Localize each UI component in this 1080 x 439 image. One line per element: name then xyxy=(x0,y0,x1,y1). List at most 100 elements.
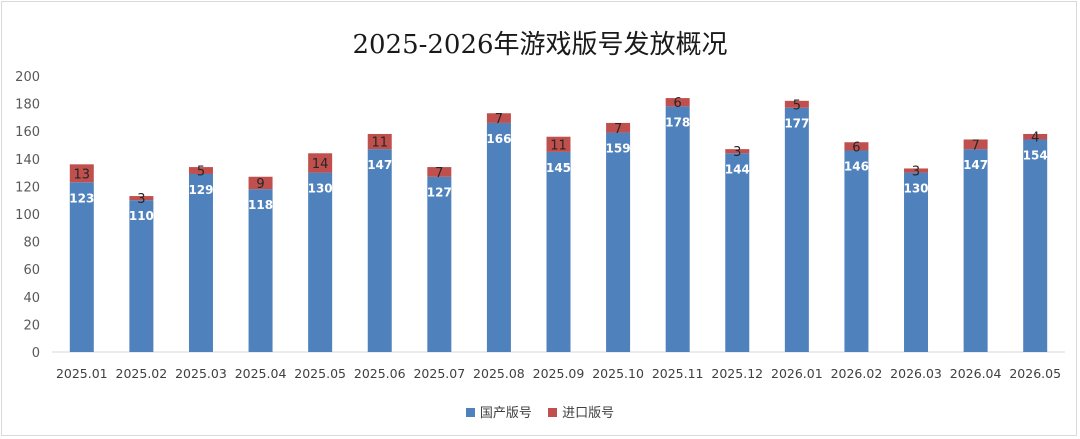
bar-domestic xyxy=(486,122,511,352)
data-label-domestic: 110 xyxy=(129,209,154,223)
bar-imported xyxy=(904,168,929,173)
y-tick-label: 200 xyxy=(15,70,40,85)
legend-item-domestic: 国产版号 xyxy=(465,402,532,421)
data-label-imported: 7 xyxy=(614,122,622,137)
data-label-imported: 11 xyxy=(371,136,388,151)
data-label-domestic: 145 xyxy=(546,161,571,175)
x-tick-label: 2025.07 xyxy=(413,366,465,381)
x-tick-label: 2025.02 xyxy=(116,366,168,381)
data-label-imported: 13 xyxy=(74,167,91,182)
data-label-domestic: 130 xyxy=(903,182,928,196)
y-tick-label: 0 xyxy=(32,346,40,361)
bar-imported xyxy=(69,164,94,183)
data-label-imported: 7 xyxy=(971,138,979,153)
data-label-domestic: 127 xyxy=(427,186,452,200)
x-tick-label: 2025.10 xyxy=(592,366,644,381)
bar-domestic xyxy=(1023,139,1048,352)
data-label-domestic: 178 xyxy=(665,115,690,129)
bar-domestic xyxy=(904,172,929,352)
x-tick-label: 2026.04 xyxy=(950,366,1002,381)
x-tick-label: 2025.09 xyxy=(533,366,585,381)
bar-imported xyxy=(486,113,511,123)
bar-domestic xyxy=(606,132,631,352)
legend-swatch-domestic xyxy=(465,408,475,417)
y-tick-label: 120 xyxy=(15,180,40,195)
y-tick-label: 40 xyxy=(23,291,40,306)
chart-title: 2025-2026年游戏版号发放概况 xyxy=(352,30,728,60)
bar-domestic xyxy=(248,189,273,352)
x-tick-label: 2025.05 xyxy=(294,366,346,381)
data-label-imported: 7 xyxy=(495,112,503,127)
x-tick-label: 2025.11 xyxy=(652,366,704,381)
data-label-imported: 6 xyxy=(852,140,860,155)
bar-domestic xyxy=(367,149,392,352)
data-label-imported: 7 xyxy=(435,166,443,181)
y-tick-label: 60 xyxy=(23,263,40,278)
bar-domestic xyxy=(546,151,571,352)
y-tick-label: 20 xyxy=(23,318,40,333)
bar-imported xyxy=(665,98,690,107)
y-tick-label: 80 xyxy=(23,236,40,251)
data-label-domestic: 147 xyxy=(963,158,988,172)
x-tick-label: 2025.04 xyxy=(235,366,287,381)
bar-domestic xyxy=(725,153,750,352)
x-tick-label: 2026.03 xyxy=(890,366,942,381)
bar-imported xyxy=(308,153,333,173)
legend-swatch-imported xyxy=(548,408,558,417)
data-label-imported: 4 xyxy=(1031,131,1039,146)
bar-imported xyxy=(129,196,154,201)
data-label-imported: 9 xyxy=(256,177,264,192)
data-label-domestic: 130 xyxy=(308,182,333,196)
x-tick-label: 2025.08 xyxy=(473,366,525,381)
data-label-domestic: 166 xyxy=(486,132,511,146)
legend-label-domestic: 国产版号 xyxy=(479,406,532,421)
bar-domestic xyxy=(308,172,333,352)
bar-domestic xyxy=(665,106,690,352)
y-tick-label: 100 xyxy=(15,208,40,223)
data-label-domestic: 118 xyxy=(248,198,273,212)
x-tick-label: 2025.03 xyxy=(175,366,227,381)
data-label-domestic: 129 xyxy=(188,183,213,197)
bar-domestic xyxy=(844,150,869,352)
y-tick-label: 160 xyxy=(15,125,40,140)
bar-imported xyxy=(1023,133,1048,140)
data-label-domestic: 146 xyxy=(844,160,869,174)
bar-domestic xyxy=(129,200,154,352)
data-label-imported: 5 xyxy=(793,98,801,113)
bar-imported xyxy=(188,167,213,174)
data-label-domestic: 159 xyxy=(606,142,631,156)
data-label-domestic: 177 xyxy=(784,117,809,131)
x-tick-label: 2025.01 xyxy=(56,366,108,381)
legend-item-imported: 进口版号 xyxy=(548,402,614,421)
data-label-imported: 3 xyxy=(912,165,920,180)
data-label-domestic: 154 xyxy=(1023,148,1048,162)
bar-imported xyxy=(725,149,750,154)
data-label-imported: 6 xyxy=(674,96,682,111)
bar-domestic xyxy=(963,149,988,352)
x-tick-label: 2026.01 xyxy=(771,366,823,381)
x-tick-label: 2025.06 xyxy=(354,366,406,381)
data-label-domestic: 123 xyxy=(69,191,94,205)
bar-imported xyxy=(844,142,869,151)
bar-domestic xyxy=(69,182,94,352)
data-label-domestic: 144 xyxy=(725,162,750,176)
bar-imported xyxy=(963,139,988,150)
data-label-imported: 3 xyxy=(733,145,741,160)
data-label-imported: 11 xyxy=(550,138,567,153)
bar-imported xyxy=(248,176,273,190)
data-label-imported: 5 xyxy=(197,165,205,180)
bar-imported xyxy=(367,133,392,150)
bar-domestic xyxy=(427,176,452,352)
bar-imported xyxy=(606,122,631,133)
bar-imported xyxy=(546,136,571,152)
bar-domestic xyxy=(784,107,809,353)
x-tick-label: 2025.12 xyxy=(711,366,763,381)
x-tick-label: 2026.05 xyxy=(1009,366,1061,381)
data-label-imported: 3 xyxy=(137,192,145,207)
legend-label-imported: 进口版号 xyxy=(562,406,615,421)
bar-imported xyxy=(784,100,809,108)
bar-domestic xyxy=(188,173,213,352)
data-label-imported: 14 xyxy=(312,157,329,172)
